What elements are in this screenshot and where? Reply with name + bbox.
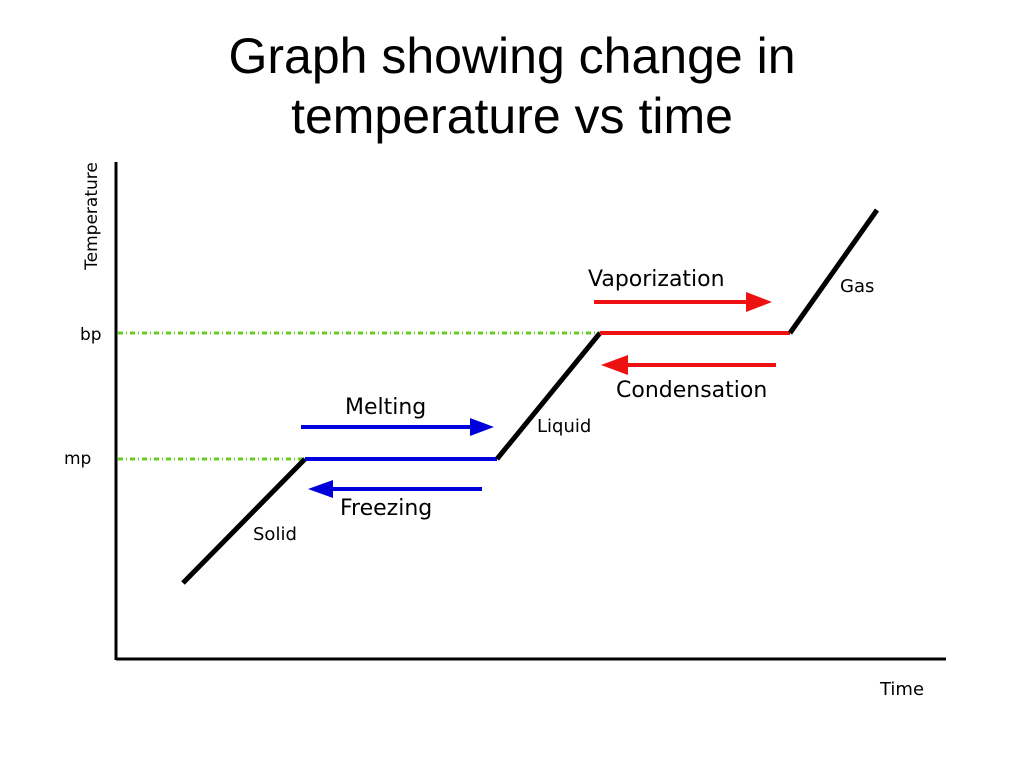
- melting-label: Melting: [345, 395, 426, 420]
- gas-segment: [787, 208, 880, 335]
- condensation-label: Condensation: [616, 378, 767, 403]
- vaporization-arrow-head: [746, 292, 772, 312]
- freezing-label: Freezing: [340, 496, 432, 521]
- y-tick-label-mp: mp: [64, 449, 91, 469]
- slide-title: Graph showing change in temperature vs t…: [0, 26, 1024, 146]
- freezing-arrow-head: [308, 480, 333, 498]
- melting-arrow-head: [470, 418, 494, 436]
- x-axis-label: Time: [879, 679, 924, 700]
- vaporization-label: Vaporization: [588, 267, 725, 292]
- phase-label-liquid: Liquid: [537, 416, 591, 437]
- phase-label-solid: Solid: [253, 524, 297, 545]
- y-tick-label-bp: bp: [80, 325, 102, 345]
- liquid-segment: [495, 331, 602, 461]
- slide-title-line-2: temperature vs time: [291, 88, 733, 144]
- phase-label-gas: Gas: [840, 276, 874, 297]
- y-axis-label: Temperature: [82, 162, 102, 271]
- condensation-arrow-head: [601, 355, 628, 375]
- solid-segment: [181, 457, 307, 585]
- slide-title-line-1: Graph showing change in: [228, 28, 796, 84]
